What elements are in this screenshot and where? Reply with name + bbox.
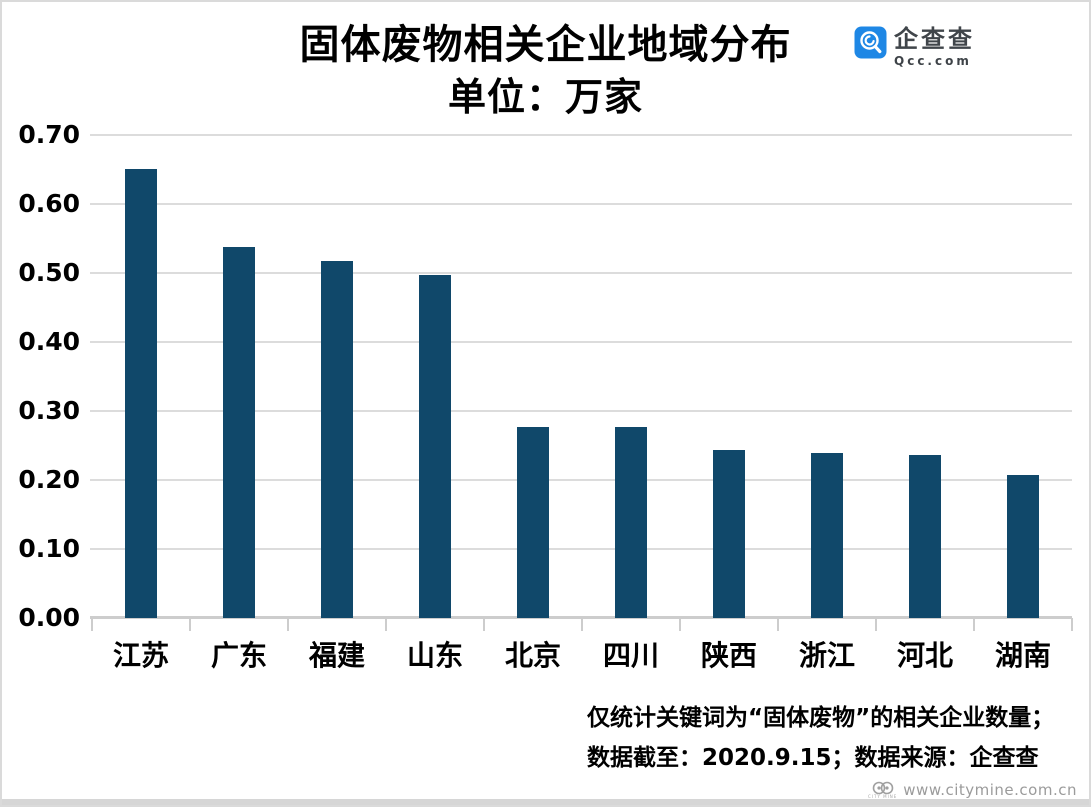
bar-广东	[223, 246, 255, 618]
bar-河北	[909, 455, 941, 618]
gridline	[90, 272, 1072, 274]
x-axis-tick	[581, 618, 583, 631]
y-tick-label: 0.30	[18, 396, 80, 425]
x-axis-tick	[189, 618, 191, 631]
footnote: 仅统计关键词为“固体废物”的相关企业数量； 数据截至：2020.9.15；数据来…	[587, 698, 1054, 778]
x-category-label: 山东	[406, 639, 463, 672]
y-tick-label: 0.40	[18, 327, 80, 356]
gridline	[90, 479, 1072, 481]
x-axis-tick	[973, 618, 975, 631]
y-tick-label: 0.20	[18, 465, 80, 494]
bar-浙江	[811, 453, 843, 618]
x-axis-tick	[777, 618, 779, 631]
qcc-logo: 企查查 Qcc.com	[854, 26, 975, 68]
x-axis-tick	[385, 618, 387, 631]
x-category-label: 四川	[602, 639, 659, 672]
x-category-label: 浙江	[798, 639, 855, 672]
x-axis-tick	[91, 618, 93, 631]
footnote-line-1: 仅统计关键词为“固体废物”的相关企业数量；	[587, 705, 1055, 731]
watermark-url: www.citymine.com.cn	[903, 781, 1077, 799]
gridline	[90, 134, 1072, 136]
qcc-magnifier-icon	[854, 26, 887, 63]
y-tick-label: 0.70	[18, 120, 80, 149]
x-axis-tick	[287, 618, 289, 631]
footnote-line-2: 数据截至：2020.9.15；数据来源：企查查	[587, 745, 1039, 771]
bar-湖南	[1007, 475, 1039, 618]
qcc-logo-text: 企查查 Qcc.com	[894, 26, 975, 68]
qcc-logo-domain: Qcc.com	[894, 54, 972, 68]
bar-陕西	[713, 450, 745, 618]
x-axis-tick	[875, 618, 877, 631]
citymine-logo-caption: CITY MINE	[868, 794, 898, 799]
y-tick-label: 0.60	[18, 189, 80, 218]
watermark: CITY MINE www.citymine.com.cn	[868, 781, 1077, 799]
gridline	[90, 341, 1072, 343]
bar-四川	[615, 426, 647, 618]
y-tick-label: 0.10	[18, 534, 80, 563]
y-tick-label: 0.00	[18, 603, 80, 632]
x-category-label: 福建	[308, 639, 365, 672]
x-axis-tick	[1071, 618, 1073, 631]
bottom-strip	[2, 799, 1089, 805]
x-axis-tick	[679, 618, 681, 631]
bar-北京	[517, 426, 549, 618]
bar-福建	[321, 261, 353, 618]
x-category-label: 陕西	[700, 639, 757, 672]
gridline	[90, 548, 1072, 550]
x-category-label: 北京	[504, 639, 561, 672]
x-category-label: 湖南	[994, 639, 1051, 672]
x-axis-line	[90, 616, 1072, 619]
gridline	[90, 203, 1072, 205]
x-category-label: 广东	[210, 639, 267, 672]
chart-title: 固体废物相关企业地域分布	[299, 22, 792, 68]
x-axis-tick	[483, 618, 485, 631]
citymine-logo-icon: CITY MINE	[868, 781, 897, 799]
gridline	[90, 410, 1072, 412]
x-category-label: 江苏	[112, 639, 169, 672]
qcc-logo-name: 企查查	[894, 25, 975, 53]
bar-山东	[419, 275, 451, 618]
title-block: 固体废物相关企业地域分布 单位：万家	[2, 18, 1089, 122]
chart-subtitle-unit: 单位：万家	[447, 75, 643, 119]
bar-chart: 0.70 0.60 0.50 0.40 0.30 0.20 0.10 0.00 江苏 广东 福建 山东…	[2, 120, 1089, 672]
y-tick-label: 0.50	[18, 258, 80, 287]
x-category-label: 河北	[896, 639, 953, 672]
bar-江苏	[125, 168, 157, 618]
